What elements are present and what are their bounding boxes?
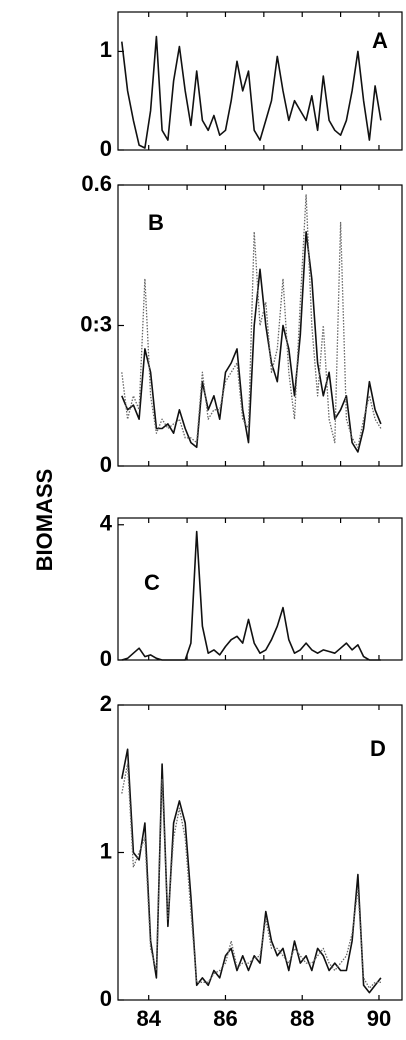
panel-label: A (372, 28, 388, 53)
series-line (121, 748, 382, 994)
y-tick-label: 1 (100, 838, 112, 863)
y-tick-label: 0:3 (80, 311, 112, 336)
y-tick-label: 4 (100, 511, 113, 536)
y-tick-label: 0 (100, 986, 112, 1011)
series-line (121, 231, 382, 453)
y-tick-label: 0 (100, 136, 112, 161)
panel-frame (117, 704, 403, 1001)
series-line (121, 530, 381, 661)
panel-frame (117, 11, 403, 151)
y-tick-label: 1 (100, 37, 112, 62)
y-tick-label: 0 (100, 646, 112, 671)
panel-label: D (370, 736, 386, 761)
x-tick-label: 90 (367, 1006, 391, 1031)
panel-label: C (144, 570, 160, 595)
x-tick-label: 88 (290, 1006, 314, 1031)
x-tick-label: 86 (213, 1006, 237, 1031)
series-line (121, 763, 381, 989)
y-tick-label: 0.6 (81, 171, 112, 196)
x-tick-label: 84 (136, 1006, 161, 1031)
series-line (121, 35, 382, 149)
y-tick-label: 0 (100, 452, 112, 477)
y-axis-label: BIOMASS (32, 469, 57, 572)
panel-label: B (148, 210, 164, 235)
series-line (121, 193, 382, 448)
y-tick-label: 2 (100, 691, 112, 716)
panel-frame (117, 517, 403, 661)
